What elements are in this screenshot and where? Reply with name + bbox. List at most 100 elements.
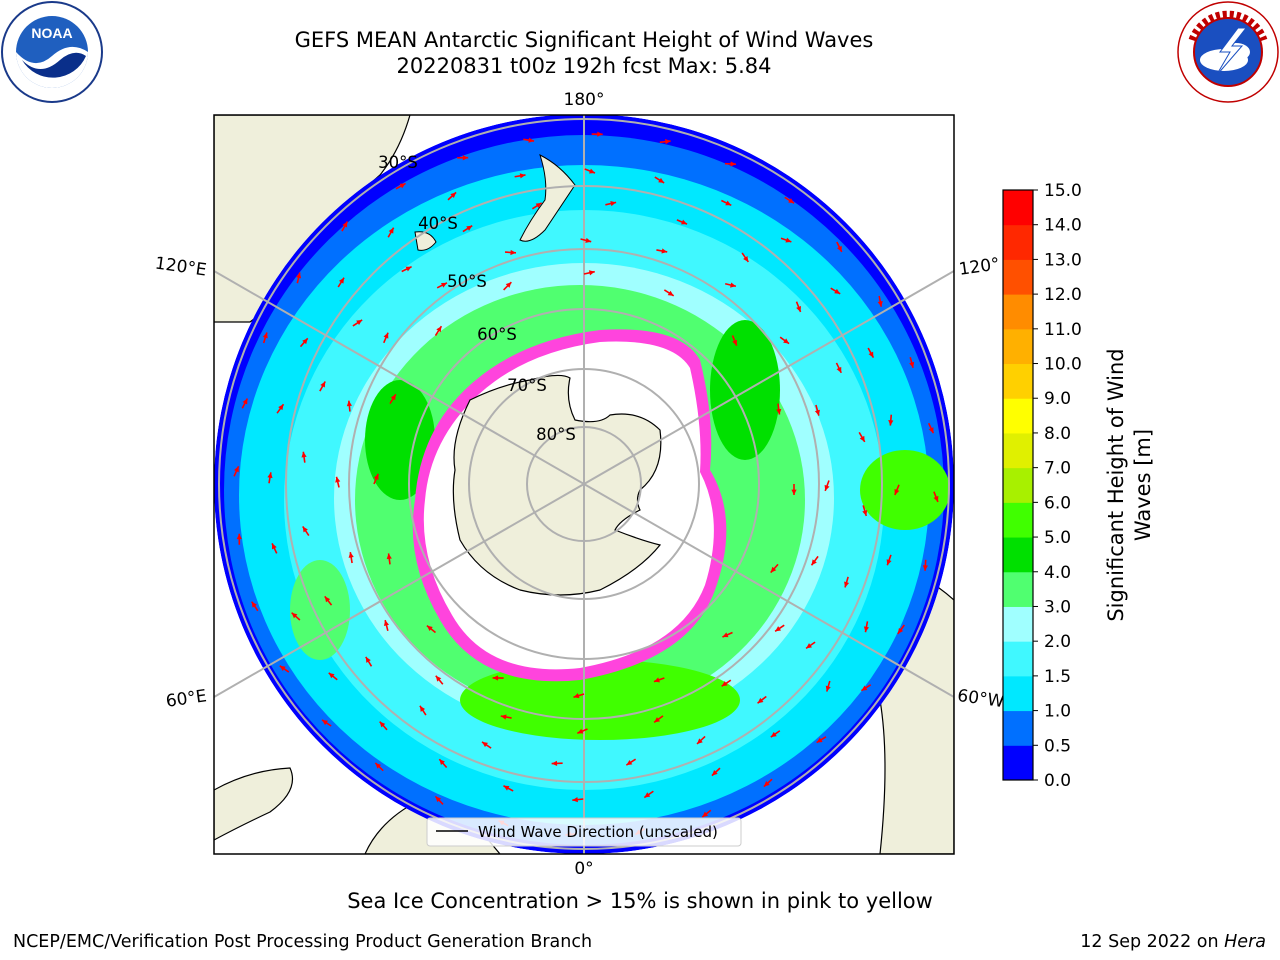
colorbar-swatch (1003, 398, 1033, 434)
wind-wave-arrowhead (868, 351, 874, 358)
wind-wave-arrowhead (251, 601, 257, 608)
wind-wave-arrowhead (806, 643, 812, 649)
lat-label-80s: 80°S (536, 425, 576, 444)
wind-wave-arrowhead (296, 272, 302, 279)
colorbar-label-line2: Waves [m] (1131, 429, 1155, 541)
wind-wave-arrowhead (658, 177, 665, 183)
wind-wave-arrowhead (500, 714, 507, 720)
wind-wave-arrowhead (551, 760, 558, 766)
noaa-logo-text: NOAA (31, 25, 72, 41)
wind-wave-arrowhead (711, 770, 718, 776)
colorbar-tick-label: 0.5 (1044, 736, 1071, 756)
wind-wave-arrowhead (302, 526, 308, 533)
wind-wave-arrowhead (626, 760, 633, 766)
wind-wave-arrowhead (597, 131, 603, 137)
wind-wave-arrowhead (834, 288, 841, 294)
colorbar-swatch (1003, 294, 1033, 330)
colorbar-tick-label: 5.0 (1044, 528, 1071, 548)
lon-label-0: 0° (574, 859, 593, 879)
colorbar-tick-label: 15.0 (1044, 181, 1082, 201)
colorbar-swatch (1003, 502, 1033, 538)
wave-patch-3 (365, 380, 435, 500)
wind-wave-arrowhead (262, 332, 268, 339)
colorbar-swatch (1003, 259, 1033, 295)
colorbar-tick-label: 6.0 (1044, 493, 1071, 513)
wind-wave-arrowhead (510, 249, 516, 256)
wind-wave-arrowhead (450, 192, 457, 198)
wind-wave-arrowhead (770, 731, 777, 738)
wind-wave-arrowhead (482, 741, 488, 748)
colorbar-swatch (1003, 745, 1033, 781)
wind-wave-arrowhead (909, 361, 915, 368)
wind-wave-arrowhead (278, 404, 284, 411)
wave-patch-5 (290, 560, 350, 660)
wind-wave-arrowhead (356, 319, 363, 326)
wind-wave-arrowhead (763, 781, 770, 787)
lat-label-30s: 30°S (378, 153, 418, 172)
wind-wave-arrowhead (788, 198, 795, 204)
wind-wave-arrowhead (667, 290, 674, 296)
wind-wave-arrowhead (588, 270, 595, 276)
footer-date-text: 12 Sep 2022 on (1080, 932, 1225, 952)
wind-wave-arrowhead (722, 632, 729, 638)
footer-date: 12 Sep 2022 on Hera (1080, 932, 1266, 952)
wind-wave-arrowhead (825, 685, 831, 692)
lon-label-60w: 60°W (956, 686, 1005, 712)
wind-wave-arrowhead (236, 533, 242, 540)
colorbar-tick-label: 2.0 (1044, 632, 1071, 652)
wind-wave-arrowhead (426, 625, 433, 632)
colorbar-swatch (1003, 641, 1033, 677)
wind-wave-arrowhead (824, 484, 830, 491)
wind-wave-arrowhead (757, 697, 764, 704)
wind-wave-arrowhead (785, 237, 792, 243)
wind-wave-arrowhead (783, 338, 790, 344)
wave-patch-1 (460, 660, 740, 740)
map-subtitle: 20220831 t00z 192h fcst Max: 5.84 (396, 54, 772, 78)
wind-wave-arrowhead (572, 797, 578, 803)
wind-wave-arrowhead (861, 685, 868, 691)
colorbar-tick-label: 1.5 (1044, 667, 1071, 687)
wind-wave-arrowhead (373, 473, 379, 480)
colorbar-swatch (1003, 328, 1033, 365)
wind-wave-arrowhead (681, 219, 688, 225)
wind-wave-arrowhead (440, 282, 447, 288)
colorbar-swatch (1003, 190, 1033, 226)
colorbar-swatch (1003, 467, 1033, 503)
lon-label-120e: 120°E (154, 254, 208, 281)
wind-wave-arrowhead (776, 408, 782, 415)
colorbar: 0.0 0.5 1.0 1.5 2.0 3.0 4.0 5.0 6.0 7.0 8.0 9.0 10.0… (1002, 181, 1082, 791)
wind-wave-arrowhead (528, 137, 535, 143)
wind-wave-arrowhead (644, 792, 651, 798)
sea-ice-note: Sea Ice Concentration > 15% is shown in … (347, 889, 933, 913)
lat-label-60s: 60°S (477, 325, 517, 344)
colorbar-tick-label: 9.0 (1044, 389, 1071, 409)
wind-wave-arrowhead (346, 400, 352, 407)
wind-wave-arrowhead (816, 737, 823, 743)
wind-wave-arrowhead (653, 677, 660, 683)
colorbar-tick-label: 0.0 (1044, 771, 1071, 791)
wind-wave-arrowhead (814, 409, 820, 416)
wind-wave-arrowhead (375, 762, 382, 769)
wind-wave-arrowhead (279, 665, 286, 672)
wind-wave-arrowhead (888, 420, 894, 426)
wind-wave-arrowhead (365, 656, 371, 663)
wind-wave-arrowhead (322, 719, 328, 726)
wind-wave-arrowhead (503, 785, 510, 791)
wind-wave-arrowhead (585, 237, 592, 243)
colorbar-tick-label: 1.0 (1044, 702, 1071, 722)
wind-wave-arrowhead (388, 227, 394, 234)
wind-wave-arrowhead (577, 728, 584, 734)
wind-wave-arrowhead (462, 155, 469, 161)
wind-wave-arrowhead (399, 183, 406, 189)
wind-wave-arrowhead (775, 626, 782, 632)
colorbar-label-line1: Significant Height of Wind (1104, 348, 1128, 621)
wind-wave-arrowhead (535, 202, 542, 208)
wind-wave-arrowhead (791, 489, 797, 495)
lat-label-70s: 70°S (507, 376, 547, 395)
footer-machine: Hera (1224, 932, 1266, 952)
wind-wave-arrowhead (894, 488, 900, 495)
wind-wave-arrowhead (386, 553, 392, 560)
legend-label: Wind Wave Direction (unscaled) (478, 823, 718, 841)
colorbar-swatch (1003, 710, 1033, 746)
wind-wave-arrowhead (573, 693, 580, 699)
